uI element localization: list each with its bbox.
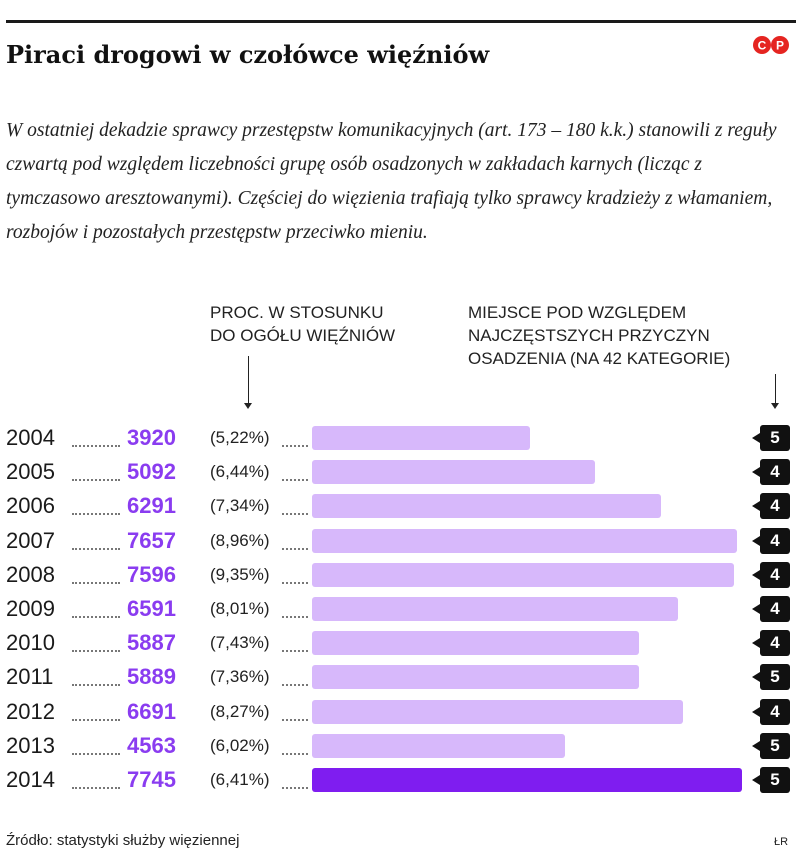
leader-dots [72,479,120,481]
top-rule [6,20,796,23]
percent-label: (8,27%) [210,702,270,721]
leader-dots [282,650,308,652]
lead-paragraph: W ostatniej dekadzie sprawcy przestępstw… [6,120,777,243]
svg-text:C: C [758,39,767,53]
leader-dots [72,684,120,686]
rank-column-header: Miejsce pod względem najczęstszych przyc… [468,301,798,370]
rank-badge: 4 [752,528,790,554]
leader-dots [282,513,308,515]
leader-dots [282,582,308,584]
leader-dots [282,753,308,755]
rank-header-line-3: osadzenia (na 42 kategorie) [468,349,731,368]
value-label: 4563 [127,733,176,758]
leader-dots [72,650,120,652]
bar [312,460,595,484]
value-label: 6691 [127,699,176,724]
leader-dots [282,548,308,550]
percent-label: (7,36%) [210,667,270,686]
rank-badge: 4 [752,699,790,725]
percent-label: (6,44%) [210,462,270,481]
rank-badge: 5 [752,767,790,793]
percent-label: (5,22%) [210,428,270,447]
leader-dots [72,445,120,447]
bar [312,494,661,518]
year-label: 2013 [6,733,55,758]
rank-header-pointer-line [775,374,776,404]
value-label: 7596 [127,562,176,587]
value-label: 5092 [127,459,176,484]
percent-header-pointer-line [248,356,249,404]
bar [312,529,737,553]
percent-header-line-2: do ogółu więźniów [210,326,396,345]
percent-label: (6,41%) [210,770,270,789]
rank-badge: 4 [752,562,790,588]
author-credit: ŁR [774,836,789,848]
rank-header-pointer-arrow [771,403,779,409]
page-title: Piraci drogowi w czołówce więźniów [6,40,490,69]
leader-dots [72,582,120,584]
leader-dots [72,719,120,721]
leader-dots [282,616,308,618]
rank-badge: 4 [752,493,790,519]
year-label: 2004 [6,425,55,450]
leader-dots [282,479,308,481]
percent-label: (8,96%) [210,531,270,550]
value-label: 7745 [127,767,176,792]
percent-header-line-1: Proc. w stosunku [210,303,384,322]
rank-badge: 5 [752,733,790,759]
percent-header-pointer-arrow [244,403,252,409]
value-label: 5889 [127,664,176,689]
rank-badge: 5 [752,664,790,690]
leader-dots [72,616,120,618]
rank-badge: 4 [752,596,790,622]
year-label: 2006 [6,493,55,518]
year-label: 2012 [6,699,55,724]
rank-badge: 4 [752,459,790,485]
year-label: 2008 [6,562,55,587]
percent-column-header: Proc. w stosunku do ogółu więźniów [210,301,460,347]
year-label: 2011 [6,664,54,689]
year-label: 2007 [6,528,55,553]
leader-dots [282,719,308,721]
bar [312,700,683,724]
leader-dots [72,753,120,755]
bar [312,597,678,621]
leader-dots [72,513,120,515]
source-note: Źródło: statystyki służby więziennej [6,832,240,849]
leader-dots [282,684,308,686]
bar [312,768,742,792]
leader-dots [72,787,120,789]
bar [312,665,639,689]
svg-text:P: P [776,39,784,53]
percent-label: (6,02%) [210,736,270,755]
bar [312,734,565,758]
value-label: 6591 [127,596,176,621]
year-label: 2014 [6,767,55,792]
bar [312,631,639,655]
rank-badge: 4 [752,630,790,656]
copyright-logo-icon: C P [753,36,789,54]
value-label: 5887 [127,630,176,655]
percent-label: (8,01%) [210,599,270,618]
bar [312,426,530,450]
bar [312,563,734,587]
leader-dots [72,548,120,550]
rank-header-line-2: najczęstszych przyczyn [468,326,710,345]
leader-dots [282,787,308,789]
rank-badge: 5 [752,425,790,451]
year-label: 2009 [6,596,55,621]
percent-label: (7,34%) [210,496,270,515]
rank-header-line-1: Miejsce pod względem [468,303,687,322]
value-label: 7657 [127,528,176,553]
value-label: 6291 [127,493,176,518]
year-label: 2010 [6,630,55,655]
percent-label: (7,43%) [210,633,270,652]
year-label: 2005 [6,459,55,484]
percent-label: (9,35%) [210,565,270,584]
value-label: 3920 [127,425,176,450]
leader-dots [282,445,308,447]
